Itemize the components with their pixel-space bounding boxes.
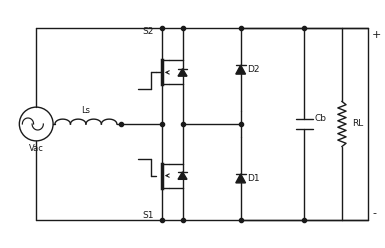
Text: D1: D1	[248, 174, 260, 183]
Text: S1: S1	[142, 211, 154, 220]
Text: S2: S2	[142, 27, 154, 36]
Polygon shape	[178, 69, 187, 76]
Text: D2: D2	[248, 65, 260, 74]
Polygon shape	[236, 65, 246, 74]
Text: RL: RL	[352, 120, 364, 128]
Polygon shape	[178, 172, 187, 179]
Polygon shape	[236, 174, 246, 183]
Text: Vac: Vac	[29, 144, 44, 153]
Text: -: -	[372, 208, 376, 218]
Text: Ls: Ls	[81, 106, 90, 116]
Text: Cb: Cb	[315, 114, 327, 123]
Text: +: +	[372, 30, 381, 40]
